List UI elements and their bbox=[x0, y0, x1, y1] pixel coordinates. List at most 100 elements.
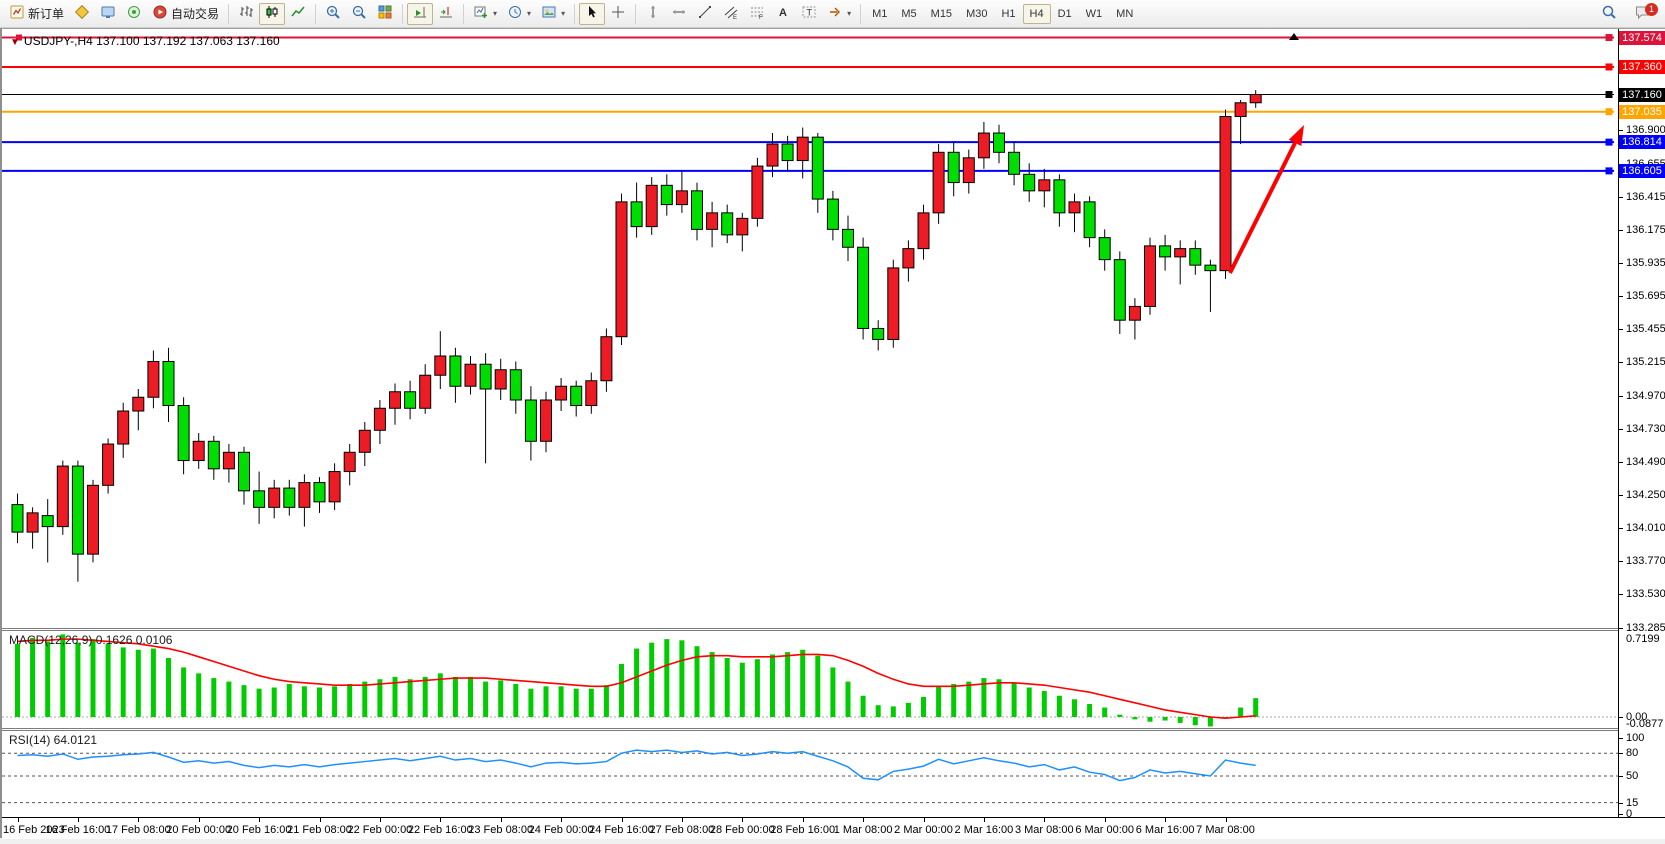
zoom-in-icon bbox=[325, 4, 341, 23]
time-label: 16 Feb 16:00 bbox=[45, 824, 111, 836]
toolbar-button-line-chart[interactable] bbox=[285, 3, 311, 25]
macd-panel-separator[interactable] bbox=[2, 628, 1618, 631]
time-tick bbox=[1165, 818, 1167, 822]
toolbar-button-periods[interactable]: ▾ bbox=[502, 3, 536, 25]
timeframe-button-m1[interactable]: M1 bbox=[872, 7, 888, 20]
scale-tick bbox=[1619, 395, 1623, 397]
toolbar-separator bbox=[402, 3, 404, 24]
toolbar-button-arrows[interactable]: ▾ bbox=[822, 3, 856, 25]
line-end-marker[interactable] bbox=[1605, 63, 1613, 71]
scale-tick-label: 134.490 bbox=[1626, 455, 1665, 468]
macd-panel[interactable] bbox=[2, 631, 1618, 728]
text-icon: A bbox=[775, 4, 791, 23]
signals-icon bbox=[126, 4, 142, 23]
toolbar-button-zoom-in[interactable] bbox=[320, 3, 346, 25]
scale-tick-label: 135.935 bbox=[1626, 257, 1665, 270]
line-handle[interactable] bbox=[16, 34, 22, 41]
toolbar-button-text[interactable]: A bbox=[770, 3, 796, 25]
time-label: 20 Feb 00:00 bbox=[166, 824, 232, 836]
toolbar-button-text-label[interactable]: T bbox=[796, 3, 822, 25]
toolbar-button-market-watch[interactable] bbox=[95, 3, 121, 25]
scale-tick-label: 135.215 bbox=[1626, 356, 1665, 369]
toolbar-button-vertical-line[interactable] bbox=[640, 3, 666, 25]
chart-shift-icon bbox=[438, 4, 454, 23]
toolbar-button-candlestick-chart[interactable] bbox=[259, 2, 286, 25]
rsi-line bbox=[17, 749, 1256, 782]
chart-window: ▼ USDJPY-,H4 137.100 137.192 137.063 137.… bbox=[0, 28, 1665, 839]
rsi-panel[interactable] bbox=[2, 731, 1618, 817]
timeframe-button-d1[interactable]: D1 bbox=[1057, 7, 1072, 20]
scale-tick bbox=[1619, 738, 1623, 739]
dropdown-arrow-icon: ▾ bbox=[561, 9, 566, 18]
trend-arrow-head[interactable] bbox=[1288, 125, 1304, 147]
toolbar-button-bar-chart[interactable] bbox=[233, 3, 259, 25]
time-label: 17 Feb 08:00 bbox=[105, 824, 171, 836]
toolbar-button-crosshair[interactable] bbox=[605, 3, 631, 25]
scale-tick bbox=[1619, 329, 1623, 331]
toolbar-button-auto-scroll[interactable] bbox=[407, 2, 434, 25]
time-tick bbox=[681, 818, 683, 822]
toolbar-separator bbox=[228, 3, 230, 24]
time-tick bbox=[198, 818, 200, 822]
time-tick bbox=[379, 818, 381, 822]
line-end-marker[interactable] bbox=[1605, 167, 1613, 175]
scale-tick bbox=[1619, 802, 1623, 804]
search-button[interactable] bbox=[1596, 3, 1622, 25]
timeframe-button-h4[interactable]: H4 bbox=[1022, 3, 1051, 24]
timeframe-button-m5[interactable]: M5 bbox=[901, 7, 917, 20]
arrow-object-marker[interactable] bbox=[1289, 33, 1299, 40]
toolbar-button-equidistant-channel[interactable]: E bbox=[718, 3, 744, 25]
time-label: 20 Feb 16:00 bbox=[226, 824, 292, 836]
toolbar-button-chart-shift[interactable] bbox=[433, 3, 459, 25]
line-end-marker[interactable] bbox=[1605, 108, 1613, 116]
toolbar-button-fibonacci[interactable]: F bbox=[744, 3, 770, 25]
price-badge-137.035: 137.035 bbox=[1619, 104, 1665, 119]
toolbar-button-signals[interactable] bbox=[121, 3, 147, 25]
toolbar-button-trendline[interactable] bbox=[692, 3, 718, 25]
time-tick bbox=[17, 818, 19, 822]
timeframe-button-m15[interactable]: M15 bbox=[930, 7, 953, 20]
notification-button[interactable]: 1 bbox=[1630, 2, 1658, 24]
scale-tick bbox=[1619, 230, 1623, 232]
toolbar-button-new-chart[interactable]: ▾ bbox=[468, 3, 502, 25]
scale-tick-label: 134.010 bbox=[1626, 521, 1665, 534]
toolbar-button-tile-windows[interactable] bbox=[372, 3, 398, 25]
time-axis[interactable]: 16 Feb 2023 16 Feb 16:00 17 Feb 08:00 20 Fe… bbox=[2, 817, 1665, 839]
scale-tick-label: 135.455 bbox=[1626, 323, 1665, 336]
line-end-marker[interactable] bbox=[1605, 138, 1613, 146]
toolbar-separator bbox=[860, 3, 862, 24]
chart-title: ▼ USDJPY-,H4 137.100 137.192 137.063 137.… bbox=[10, 34, 280, 48]
horizontal-line-icon bbox=[671, 4, 687, 23]
scale-tick-label: 136.175 bbox=[1626, 224, 1665, 237]
toolbar-buttons: 新订单 自动交易 ▾ ▾ ▾ E F A T ▾ M1 M5 M15 M30 H1 H4 D1 W1 MN bbox=[4, 0, 1140, 27]
scale-tick bbox=[1619, 776, 1623, 777]
timeframe-button-h1[interactable]: H1 bbox=[1001, 7, 1016, 20]
toolbar-button-zoom-out[interactable] bbox=[346, 3, 372, 25]
scale-tick-label: 134.250 bbox=[1626, 488, 1665, 501]
timeframe-button-w1[interactable]: W1 bbox=[1085, 7, 1103, 20]
text-label-icon: T bbox=[801, 4, 817, 23]
arrows-icon bbox=[827, 4, 843, 23]
trend-arrow-line[interactable] bbox=[1228, 141, 1297, 274]
scale-tick-label: 133.530 bbox=[1626, 588, 1665, 601]
line-end-marker[interactable] bbox=[1605, 91, 1613, 99]
toolbar-button-charts[interactable] bbox=[69, 3, 95, 25]
timeframe-button-m30[interactable]: M30 bbox=[966, 7, 988, 20]
toolbar-button-auto-trading[interactable]: 自动交易 bbox=[147, 3, 224, 25]
rsi-scale-label: 100 bbox=[1626, 732, 1645, 744]
toolbar-button-cursor[interactable] bbox=[579, 2, 606, 25]
toolbar-button-horizontal-line[interactable] bbox=[666, 3, 692, 25]
scale-tick bbox=[1619, 594, 1623, 596]
time-label: 3 Mar 08:00 bbox=[1014, 824, 1074, 836]
line-end-marker[interactable] bbox=[1605, 34, 1613, 42]
toolbar-button-templates[interactable]: ▾ bbox=[536, 3, 570, 25]
timeframe-button-mn[interactable]: MN bbox=[1116, 7, 1134, 20]
main-chart-plot[interactable] bbox=[2, 29, 1618, 629]
rsi-panel-separator[interactable] bbox=[2, 728, 1618, 731]
candles bbox=[11, 90, 1262, 582]
time-label: 7 Mar 08:00 bbox=[1196, 824, 1255, 836]
time-label: 6 Mar 00:00 bbox=[1075, 824, 1135, 836]
toolbar-button-new-order[interactable]: 新订单 bbox=[4, 3, 69, 25]
scale-tick-label: 135.695 bbox=[1626, 290, 1665, 303]
price-scale[interactable]: 136.900136.655136.415136.175135.935135.6… bbox=[1619, 29, 1665, 820]
